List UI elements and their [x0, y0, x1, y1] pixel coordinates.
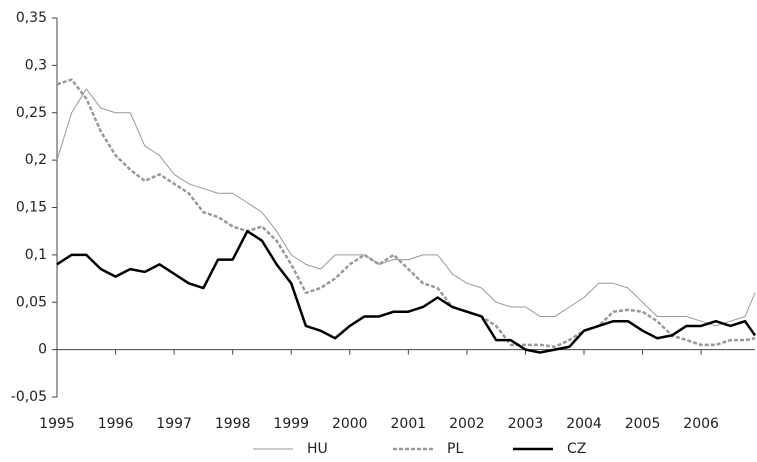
x-tick-label: 2005 [625, 416, 661, 432]
y-tick-label: 0,2 [25, 152, 47, 168]
x-tick-label: 2004 [566, 416, 602, 432]
x-tick-label: 1996 [98, 416, 134, 432]
line-series [56, 229, 757, 354]
x-tick-label: 1999 [273, 416, 309, 432]
line-series [56, 88, 756, 327]
line-series [56, 78, 756, 349]
x-tick-label: 1995 [39, 416, 75, 432]
y-tick-label: 0,1 [25, 247, 47, 263]
y-tick-label: 0,15 [16, 200, 47, 216]
y-tick-label: 0 [38, 342, 47, 358]
x-tick-label: 1998 [215, 416, 251, 432]
legend-label: HU [307, 441, 328, 457]
y-tick-label: 0,25 [16, 105, 47, 121]
legend-label: PL [447, 441, 463, 457]
y-tick-label: 0,3 [25, 57, 47, 73]
x-tick-label: 2001 [391, 416, 427, 432]
x-tick-label: 2002 [449, 416, 485, 432]
y-tick-label: 0,05 [16, 294, 47, 310]
x-tick-label: 2003 [508, 416, 544, 432]
y-tick-label: 0,35 [16, 10, 47, 26]
x-tick-label: 1997 [156, 416, 192, 432]
legend-label: CZ [567, 441, 586, 457]
x-tick-label: 2000 [332, 416, 368, 432]
x-tick-label: 2006 [683, 416, 719, 432]
y-tick-label: -0,05 [11, 389, 47, 405]
